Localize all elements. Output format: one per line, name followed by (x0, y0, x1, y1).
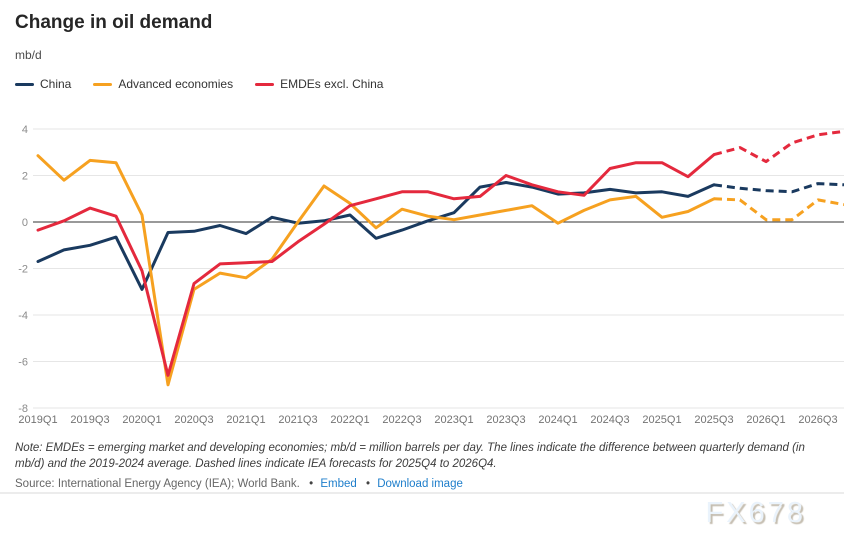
line-swatch-icon (93, 82, 113, 86)
page-title: Change in oil demand (15, 12, 213, 33)
y-tick-label: -4 (18, 310, 28, 322)
source-line: Source: International Energy Agency (IEA… (15, 478, 463, 490)
chart-note: Note: EMDEs = emerging market and develo… (15, 442, 805, 471)
x-tick-label: 2020Q3 (174, 414, 213, 426)
series-forecast-line-advanced-economies (713, 197, 844, 222)
y-tick-label: 4 (22, 124, 28, 136)
bullet-separator: • (365, 478, 370, 490)
y-tick-label: -2 (18, 264, 28, 276)
x-tick-label: 2021Q3 (278, 414, 317, 426)
x-tick-label: 2026Q3 (798, 414, 837, 426)
bottom-divider (0, 492, 844, 494)
y-tick-label: 0 (22, 217, 28, 229)
line-swatch-icon (15, 82, 34, 86)
x-tick-label: 2025Q1 (642, 414, 681, 426)
legend-item-advanced-economies[interactable]: Advanced economies (93, 77, 233, 91)
fx678-watermark: FX678 (705, 497, 806, 529)
series-forecast-line-emdes-excl-china (713, 129, 844, 164)
x-tick-label: 2020Q1 (122, 414, 161, 426)
legend-label: EMDEs excl. China (280, 77, 384, 91)
legend-item-china[interactable]: China (15, 77, 71, 91)
y-tick-label: -8 (18, 403, 28, 415)
line-swatch-icon (255, 82, 275, 86)
legend: China Advanced economies EMDEs excl. Chi… (15, 77, 383, 91)
x-tick-label: 2025Q3 (694, 414, 733, 426)
y-tick-label: -6 (18, 357, 28, 369)
download-image-link[interactable]: Download image (377, 478, 463, 490)
legend-label: Advanced economies (118, 77, 234, 91)
x-tick-label: 2023Q3 (486, 414, 525, 426)
bullet-separator: • (309, 478, 314, 490)
source-text: Source: International Energy Agency (IEA… (15, 478, 300, 490)
series-forecast-line-china (713, 182, 844, 194)
x-tick-label: 2024Q3 (590, 414, 629, 426)
x-tick-label: 2019Q3 (70, 414, 109, 426)
x-tick-label: 2026Q1 (746, 414, 785, 426)
embed-link[interactable]: Embed (320, 478, 357, 490)
y-tick-label: 2 (22, 171, 28, 183)
legend-label: China (40, 77, 72, 91)
x-tick-label: 2023Q1 (434, 414, 473, 426)
x-tick-label: 2022Q1 (330, 414, 369, 426)
legend-item-emdes-excl-china[interactable]: EMDEs excl. China (255, 77, 383, 91)
x-tick-label: 2021Q1 (226, 414, 265, 426)
y-axis-unit-label: mb/d (15, 48, 42, 62)
series-line-advanced-economies (36, 154, 716, 387)
x-tick-label: 2022Q3 (382, 414, 421, 426)
x-tick-label: 2024Q1 (538, 414, 577, 426)
series-line-emdes-excl-china (36, 153, 716, 377)
x-tick-label: 2019Q1 (18, 414, 57, 426)
